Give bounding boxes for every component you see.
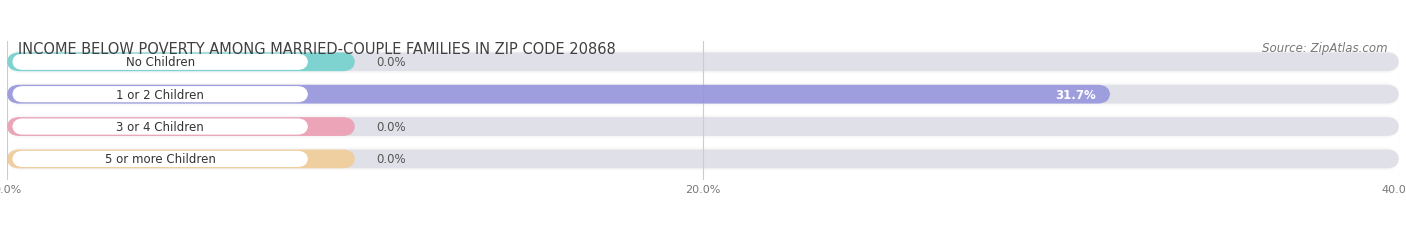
- FancyBboxPatch shape: [7, 85, 1399, 104]
- FancyBboxPatch shape: [13, 55, 308, 71]
- Text: No Children: No Children: [125, 56, 194, 69]
- FancyBboxPatch shape: [7, 51, 1399, 74]
- Text: INCOME BELOW POVERTY AMONG MARRIED-COUPLE FAMILIES IN ZIP CODE 20868: INCOME BELOW POVERTY AMONG MARRIED-COUPL…: [18, 42, 616, 57]
- Text: 31.7%: 31.7%: [1056, 88, 1097, 101]
- FancyBboxPatch shape: [7, 150, 1399, 169]
- Text: 5 or more Children: 5 or more Children: [104, 153, 215, 166]
- FancyBboxPatch shape: [7, 53, 1399, 72]
- FancyBboxPatch shape: [7, 53, 354, 72]
- FancyBboxPatch shape: [13, 87, 308, 103]
- FancyBboxPatch shape: [7, 148, 1399, 170]
- Text: 0.0%: 0.0%: [375, 56, 405, 69]
- Text: 1 or 2 Children: 1 or 2 Children: [117, 88, 204, 101]
- FancyBboxPatch shape: [13, 119, 308, 135]
- FancyBboxPatch shape: [7, 118, 1399, 136]
- Text: 0.0%: 0.0%: [375, 153, 405, 166]
- FancyBboxPatch shape: [7, 116, 1399, 138]
- FancyBboxPatch shape: [7, 83, 1399, 106]
- FancyBboxPatch shape: [7, 150, 354, 169]
- Text: Source: ZipAtlas.com: Source: ZipAtlas.com: [1263, 42, 1388, 55]
- Text: 0.0%: 0.0%: [375, 121, 405, 134]
- FancyBboxPatch shape: [7, 118, 354, 136]
- FancyBboxPatch shape: [13, 151, 308, 167]
- Text: 3 or 4 Children: 3 or 4 Children: [117, 121, 204, 134]
- FancyBboxPatch shape: [7, 85, 1111, 104]
